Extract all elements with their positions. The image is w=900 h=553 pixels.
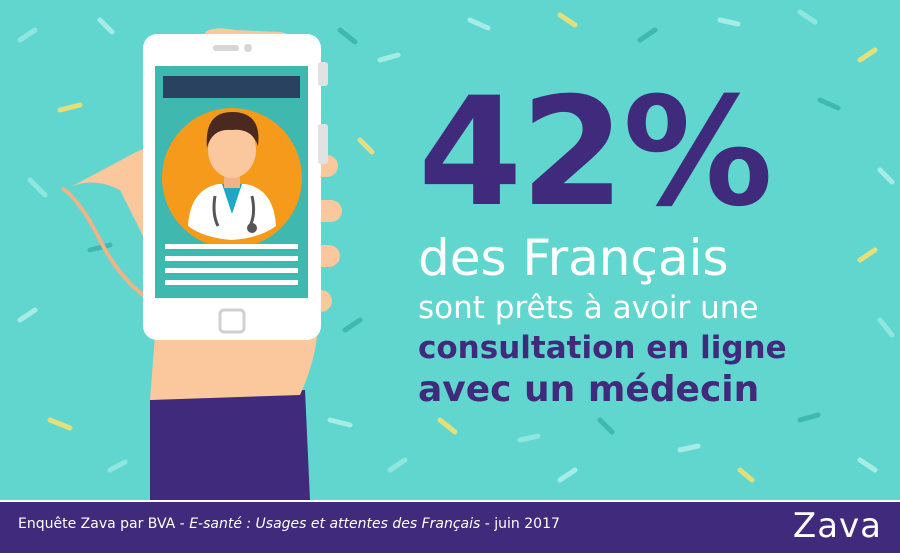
- confetti-background: [17, 9, 895, 483]
- doctor-avatar-icon: [188, 112, 276, 240]
- source-citation: Enquête Zava par BVA - E-santé : Usages …: [18, 516, 560, 532]
- phone-illustration: [60, 28, 342, 500]
- stat-description-2: consultation en ligne: [418, 330, 787, 366]
- smartphone-icon: [143, 34, 328, 340]
- stat-description-1: sont prêts à avoir une: [418, 290, 759, 326]
- stat-subject: des Français: [418, 229, 729, 287]
- zava-logo: Zava: [792, 506, 882, 546]
- source-suffix: - juin 2017: [480, 516, 560, 532]
- home-button-icon: [218, 308, 246, 334]
- footer-bar: Enquête Zava par BVA - E-santé : Usages …: [0, 500, 900, 553]
- stat-percentage: 42%: [418, 66, 773, 240]
- source-prefix: Enquête Zava par BVA -: [18, 516, 190, 532]
- stat-description-3: avec un médecin: [418, 369, 760, 410]
- source-title: E-santé : Usages et attentes des Françai…: [189, 516, 481, 532]
- sleeve-icon: [150, 390, 310, 500]
- statistic-block: 42% des Français sont prêts à avoir une …: [418, 78, 888, 412]
